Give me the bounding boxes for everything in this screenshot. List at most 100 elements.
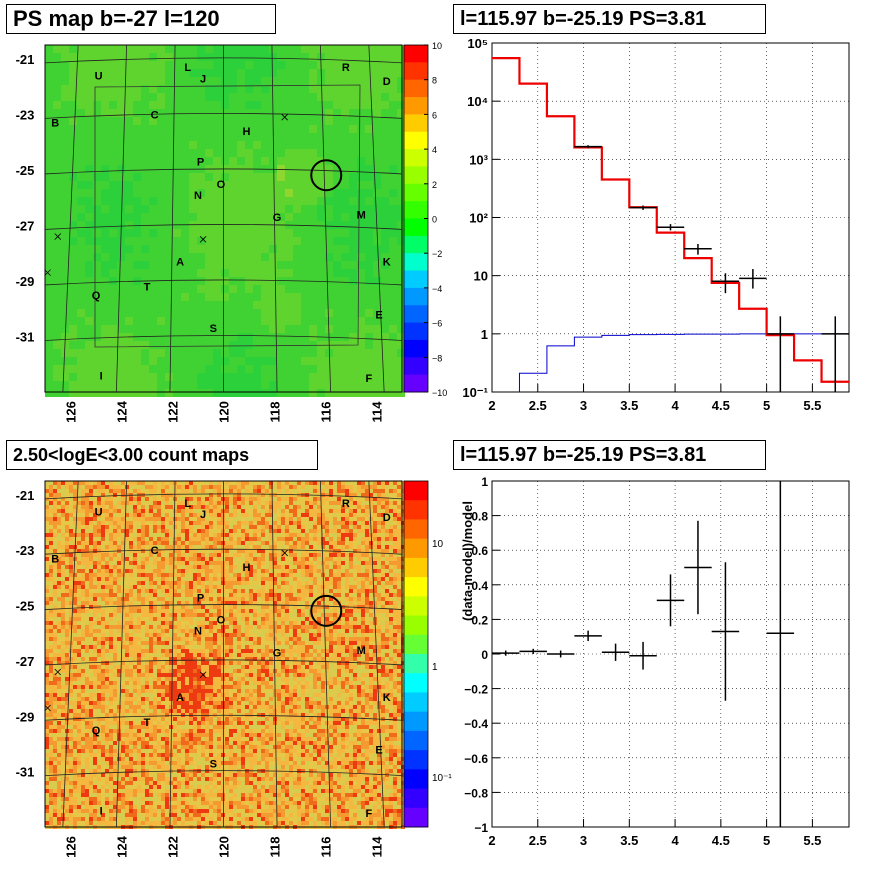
count-map-cell <box>321 525 325 529</box>
count-map-cell <box>253 601 257 605</box>
count-map-cell <box>193 533 197 537</box>
ps-map-cell <box>165 85 173 93</box>
ps-map-cell <box>389 245 397 253</box>
ps-map-cell <box>293 45 301 53</box>
ps-map-cell <box>309 77 317 85</box>
count-map-cell <box>133 557 137 561</box>
count-map-cell <box>257 577 261 581</box>
count-map-cell <box>217 593 221 597</box>
ps-map-cell <box>61 53 69 61</box>
count-map-cell <box>393 577 397 581</box>
count-map-cell <box>65 517 69 521</box>
ps-map-cell <box>93 53 101 61</box>
count-map-cell <box>373 565 377 569</box>
count-map-cell <box>205 597 209 601</box>
count-map-cell <box>81 593 85 597</box>
ps-map-cell <box>229 261 237 269</box>
count-map-cell <box>273 493 277 497</box>
ps-map-cell <box>157 365 165 373</box>
ps-map-cell <box>93 229 101 237</box>
count-map-cell <box>161 569 165 573</box>
ps-colorbar-segment <box>404 339 428 358</box>
count-map-cell <box>177 541 181 545</box>
count-map-cell <box>89 505 93 509</box>
count-map-cell <box>193 481 197 485</box>
ps-map-cell <box>357 205 365 213</box>
ps-map-cell <box>357 77 365 85</box>
ps-map-cell <box>61 285 69 293</box>
count-map-cell <box>165 593 169 597</box>
ps-map-cell <box>333 45 341 53</box>
count-map-cell <box>313 545 317 549</box>
ps-map-cell <box>85 157 93 165</box>
count-map-cell <box>289 497 293 501</box>
ps-map-cell <box>117 317 125 325</box>
ps-map-cell <box>197 293 205 301</box>
count-map-cell <box>253 493 257 497</box>
count-map-cell <box>77 493 81 497</box>
ps-map-cell <box>149 101 157 109</box>
ps-map-cell <box>125 77 133 85</box>
ps-map-cell <box>341 245 349 253</box>
count-map-cell <box>257 505 261 509</box>
ps-map-cell <box>229 157 237 165</box>
count-map-cell <box>133 597 137 601</box>
count-map-cell <box>361 589 365 593</box>
count-map-cell <box>361 485 365 489</box>
count-map-cell <box>61 505 65 509</box>
ps-map-cell <box>373 301 381 309</box>
count-map-cell <box>309 577 313 581</box>
ps-map-cell <box>325 149 333 157</box>
count-map-cell <box>149 589 153 593</box>
ps-map-cell <box>77 301 85 309</box>
ps-map-cell <box>389 93 397 101</box>
count-map-cell <box>193 521 197 525</box>
count-map-cell <box>361 529 365 533</box>
count-map-cell <box>365 565 369 569</box>
count-map-cell <box>117 597 121 601</box>
ps-map-cell <box>373 333 381 341</box>
count-map-cell <box>117 493 121 497</box>
ps-map-cell <box>141 117 149 125</box>
count-map-cell <box>61 573 65 577</box>
count-map-cell <box>389 493 393 497</box>
ps-map-cell <box>397 365 405 373</box>
ps-map-cell <box>349 333 357 341</box>
ps-map-cell <box>293 165 301 173</box>
ps-map-cell <box>213 285 221 293</box>
count-map-cell <box>121 521 125 525</box>
count-map-cell <box>237 593 241 597</box>
count-map-cell <box>173 517 177 521</box>
count-map-cell <box>121 577 125 581</box>
count-map-cell <box>205 553 209 557</box>
count-map-cell <box>337 593 341 597</box>
count-map-cell <box>265 505 269 509</box>
ps-map-cell <box>285 141 293 149</box>
count-map-cell <box>161 505 165 509</box>
count-map-cell <box>269 561 273 565</box>
count-map-cell <box>165 549 169 553</box>
ps-map-cell <box>397 349 405 357</box>
ps-map-cell <box>229 141 237 149</box>
count-map-cell <box>261 521 265 525</box>
ps-map-cell <box>365 173 373 181</box>
ps-map-cell <box>221 277 229 285</box>
count-map-cell <box>49 505 53 509</box>
ps-map-cell <box>125 253 133 261</box>
count-map-cell <box>53 529 57 533</box>
ps-map-cell <box>365 61 373 69</box>
ps-map-cell <box>325 253 333 261</box>
count-map-cell <box>401 573 405 577</box>
count-map-cell <box>205 533 209 537</box>
count-map-cell <box>137 485 141 489</box>
ps-colorbar-tick-label: 2 <box>432 180 437 190</box>
count-map-cell <box>225 569 229 573</box>
count-map-cell <box>349 529 353 533</box>
ps-map-cell <box>285 101 293 109</box>
ps-map-cell <box>213 53 221 61</box>
count-map-cell <box>401 561 405 565</box>
count-map-cell <box>141 525 145 529</box>
count-map-cell <box>213 529 217 533</box>
ps-map-cell <box>325 205 333 213</box>
ps-map-cell <box>61 301 69 309</box>
